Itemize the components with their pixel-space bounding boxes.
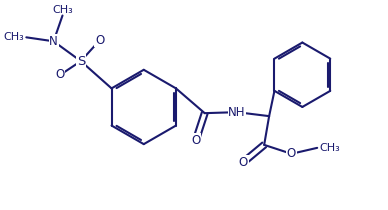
Text: O: O: [191, 134, 201, 147]
Text: O: O: [55, 68, 65, 81]
Text: NH: NH: [228, 106, 246, 119]
Text: O: O: [239, 156, 248, 169]
Text: CH₃: CH₃: [52, 5, 73, 14]
Text: O: O: [95, 34, 104, 47]
Text: S: S: [77, 55, 85, 68]
Text: O: O: [287, 147, 296, 160]
Text: CH₃: CH₃: [320, 143, 340, 153]
Text: N: N: [49, 35, 58, 48]
Text: CH₃: CH₃: [3, 32, 24, 42]
